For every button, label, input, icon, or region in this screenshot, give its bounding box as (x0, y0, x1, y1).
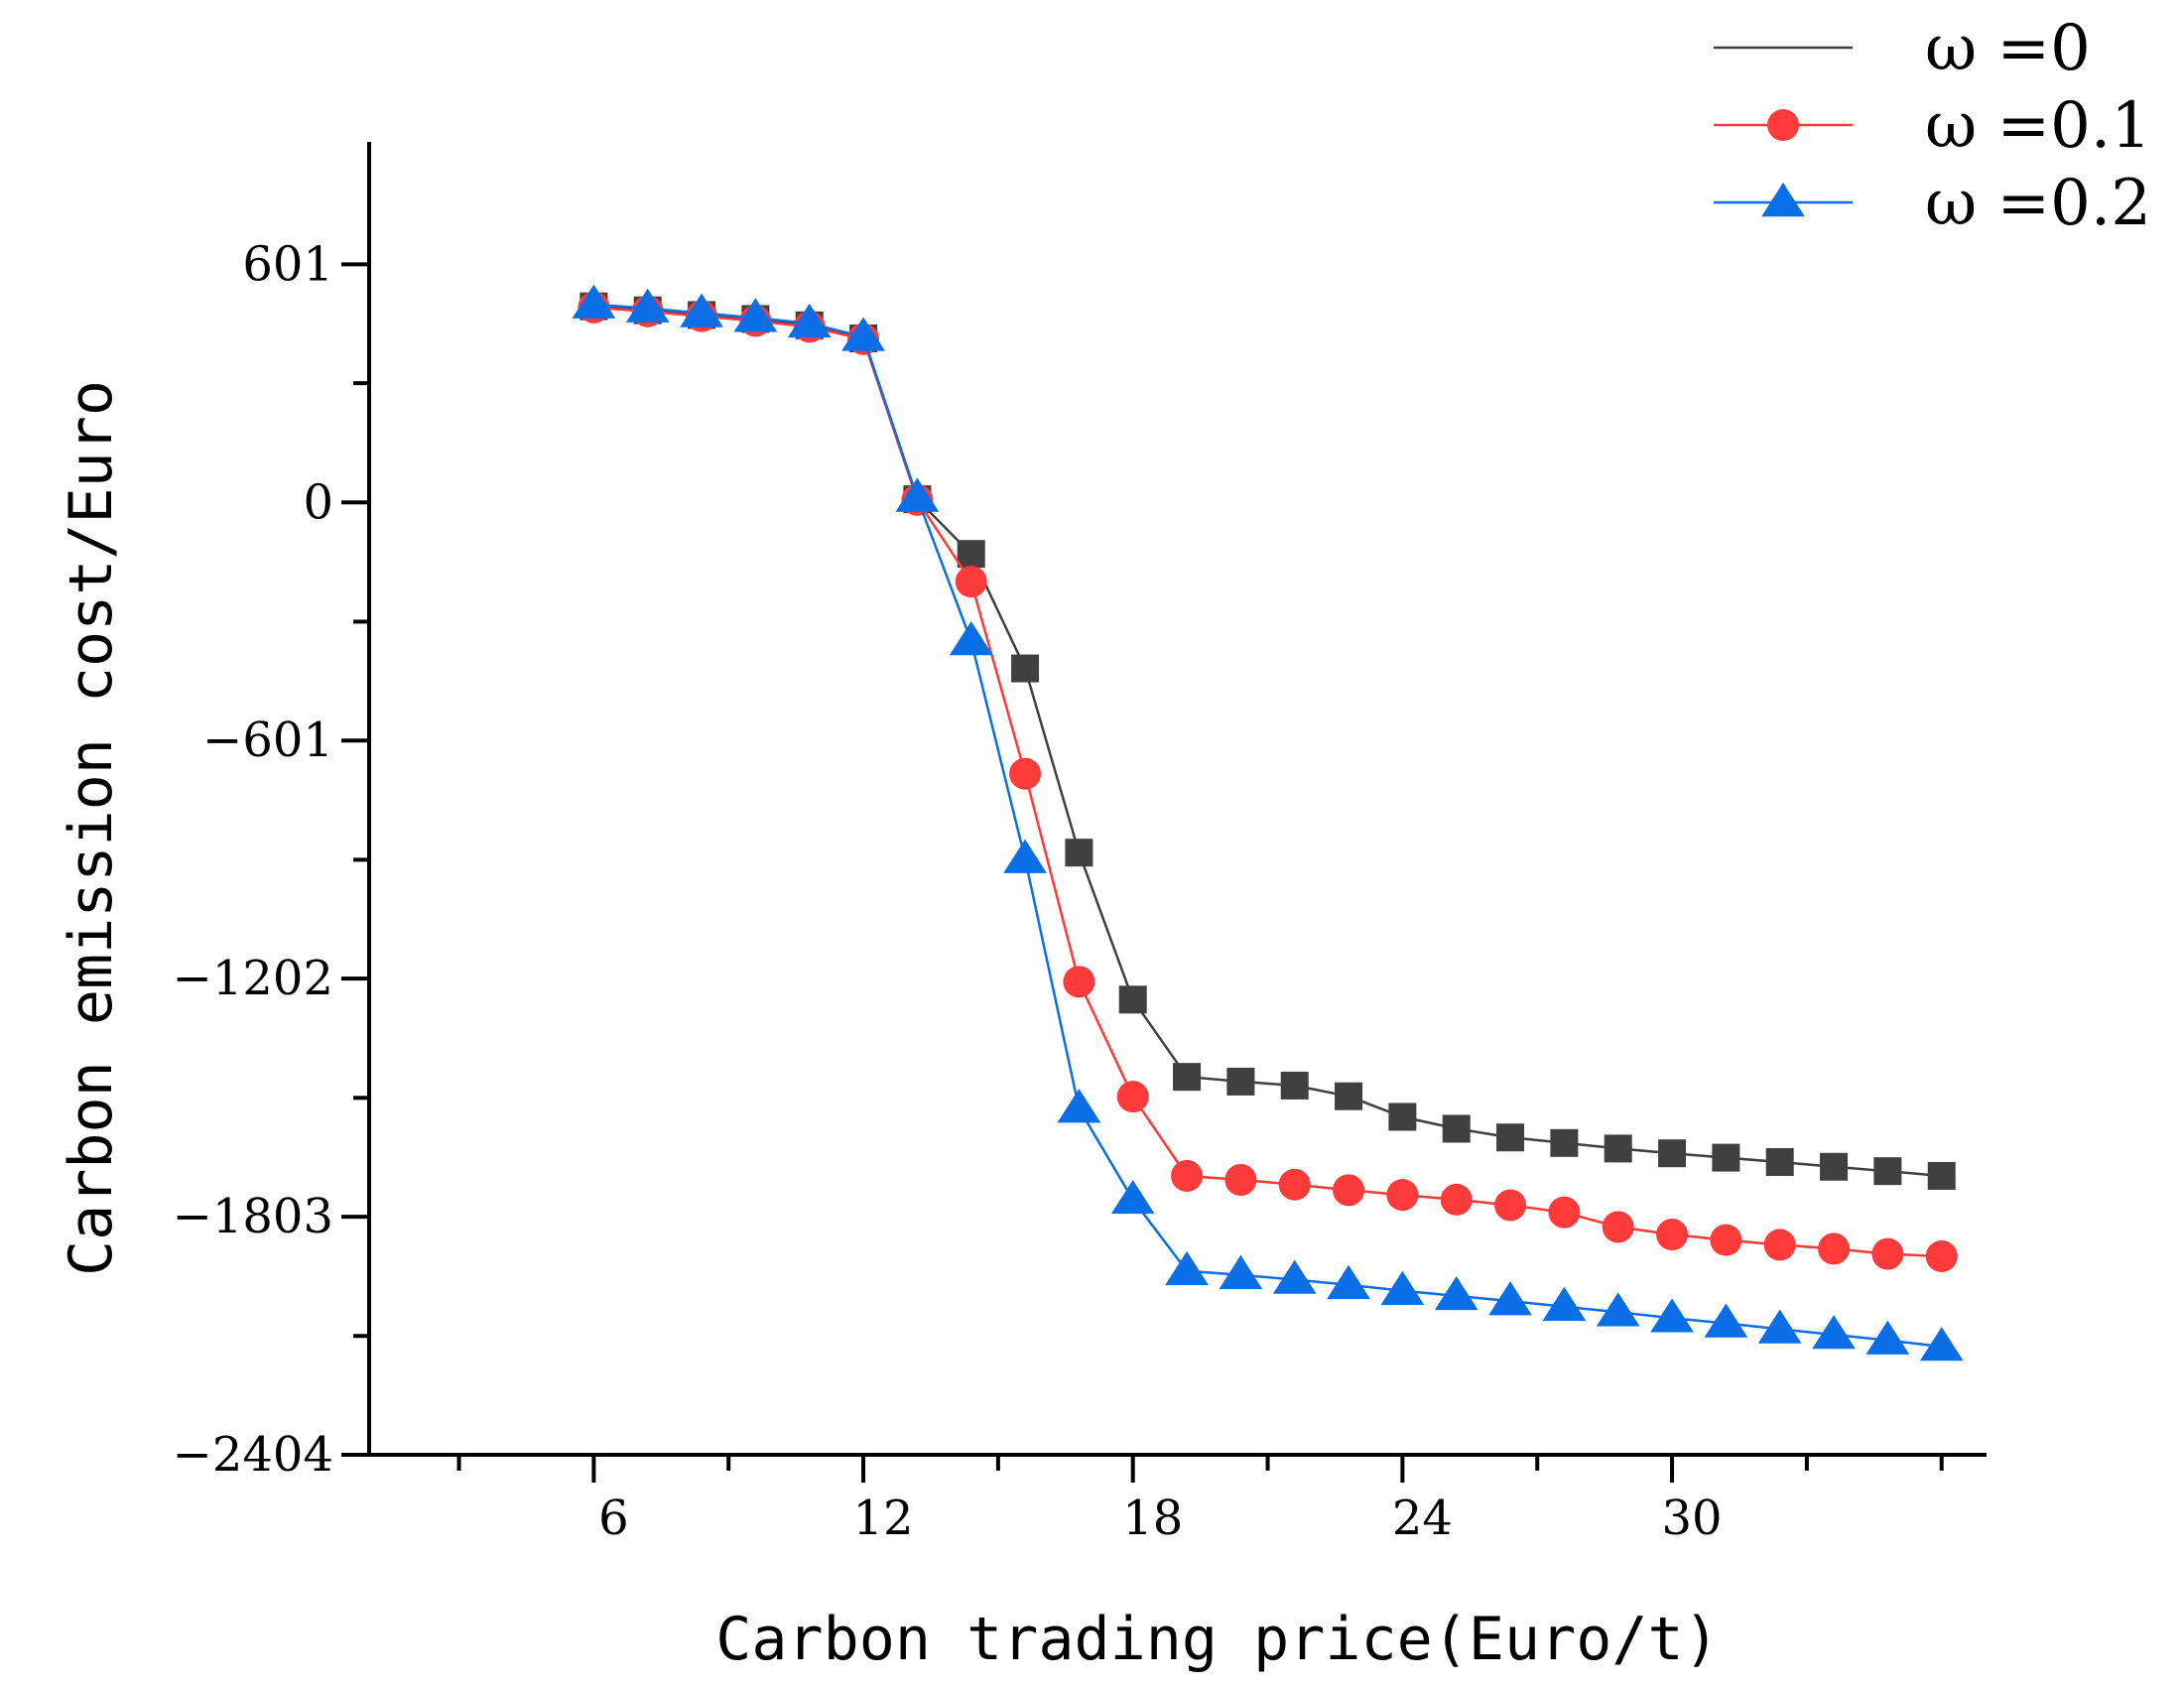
data-point (1865, 1320, 1910, 1355)
data-point (1063, 966, 1095, 998)
data-point (1380, 1270, 1425, 1305)
data-point (1871, 1237, 1904, 1270)
data-point (1596, 1292, 1640, 1327)
data-point (1434, 1275, 1478, 1311)
data-point (1388, 1103, 1417, 1131)
data-point (1927, 1161, 1956, 1190)
data-point (1873, 1157, 1902, 1186)
y-tick-label: 0 (303, 474, 333, 530)
data-point (733, 298, 778, 332)
data-point (1173, 1063, 1202, 1092)
data-point (1919, 1327, 1964, 1362)
data-point (1057, 1089, 1101, 1123)
data-point (1818, 1233, 1851, 1265)
data-point (1542, 1286, 1587, 1321)
data-point (787, 303, 832, 338)
data-point (1003, 839, 1047, 873)
data-point (1496, 1123, 1525, 1152)
data-point (1712, 1143, 1740, 1172)
data-point (1604, 1134, 1632, 1163)
data-point (1650, 1298, 1694, 1333)
data-point (1278, 1168, 1311, 1201)
series-line-1 (593, 306, 1942, 1258)
data-point (1488, 1281, 1532, 1316)
legend-marker-1 (1767, 109, 1799, 141)
series-layer (572, 284, 1964, 1362)
data-point (1757, 1309, 1802, 1344)
data-point (1118, 985, 1147, 1014)
data-point (1333, 1174, 1365, 1207)
data-point (1386, 1179, 1419, 1212)
data-point (949, 621, 993, 656)
data-point (1925, 1239, 1958, 1272)
data-point (1335, 1082, 1363, 1110)
data-point (1280, 1071, 1309, 1100)
y-axis-title: Carbon emission cost/Euro (57, 380, 126, 1276)
y-tick-label: −2404 (173, 1427, 333, 1483)
data-point (1219, 1254, 1263, 1290)
data-point (1442, 1114, 1471, 1143)
data-point (1704, 1303, 1748, 1338)
data-point (1011, 654, 1040, 683)
data-point (1327, 1264, 1370, 1299)
data-point (1710, 1224, 1742, 1256)
series-0 (579, 292, 1956, 1190)
legend-label-1: ω =0.1 (1925, 89, 2151, 163)
ticks: −2404 −1803 −1202 −601 0 601 6 12 18 24 30 (173, 236, 1944, 1546)
legend-entry-1: ω =0.1 (1714, 89, 2151, 163)
data-point (625, 288, 670, 323)
x-tick-label: 30 (1662, 1491, 1723, 1546)
x-tick-label: 24 (1392, 1491, 1453, 1546)
data-point (1009, 757, 1042, 790)
legend-label-0: ω =0 (1925, 12, 2091, 85)
data-point (1550, 1128, 1579, 1157)
legend-marker-shape (1761, 183, 1805, 217)
data-point (1656, 1219, 1689, 1251)
data-point (1765, 1147, 1794, 1176)
series-line-2 (593, 303, 1942, 1349)
data-point (1226, 1067, 1255, 1096)
legend-marker-shape (1767, 109, 1799, 141)
x-axis-title: Carbon trading price(Euro/t) (715, 1605, 1719, 1674)
data-point (1171, 1159, 1204, 1192)
legend: ω =0 ω =0.1 ω =0.2 (1714, 12, 2151, 240)
x-tick-label: 6 (598, 1491, 629, 1546)
y-tick-label: −1202 (173, 951, 333, 1006)
data-point (955, 566, 987, 598)
y-tick-label: 601 (242, 236, 333, 292)
y-tick-label: −1803 (173, 1189, 333, 1244)
series-1 (578, 291, 1958, 1272)
data-point (841, 317, 885, 351)
data-point (1110, 1179, 1155, 1215)
legend-marker-2 (1761, 183, 1805, 217)
data-point (1763, 1229, 1796, 1261)
legend-label-2: ω =0.2 (1925, 167, 2151, 240)
data-point (1548, 1196, 1581, 1229)
data-point (957, 540, 985, 569)
y-tick-label: −601 (202, 713, 333, 768)
data-point (680, 293, 723, 327)
data-point (1224, 1163, 1257, 1196)
data-point (1116, 1081, 1149, 1113)
x-tick-label: 18 (1122, 1491, 1183, 1546)
legend-entry-2: ω =0.2 (1714, 167, 2151, 240)
x-tick-label: 12 (853, 1491, 914, 1546)
data-point (1494, 1189, 1527, 1222)
data-point (1272, 1259, 1317, 1294)
data-point (1820, 1152, 1849, 1181)
axes (367, 142, 1987, 1457)
series-line-0 (593, 305, 1942, 1178)
data-point (1658, 1139, 1687, 1168)
legend-entry-0: ω =0 (1714, 12, 2091, 85)
series-2 (572, 284, 1964, 1362)
data-point (895, 477, 940, 512)
data-point (1065, 839, 1093, 867)
data-point (1440, 1183, 1473, 1216)
data-point (1812, 1315, 1856, 1350)
data-point (1165, 1250, 1209, 1286)
data-point (572, 284, 616, 319)
data-point (1602, 1211, 1634, 1243)
